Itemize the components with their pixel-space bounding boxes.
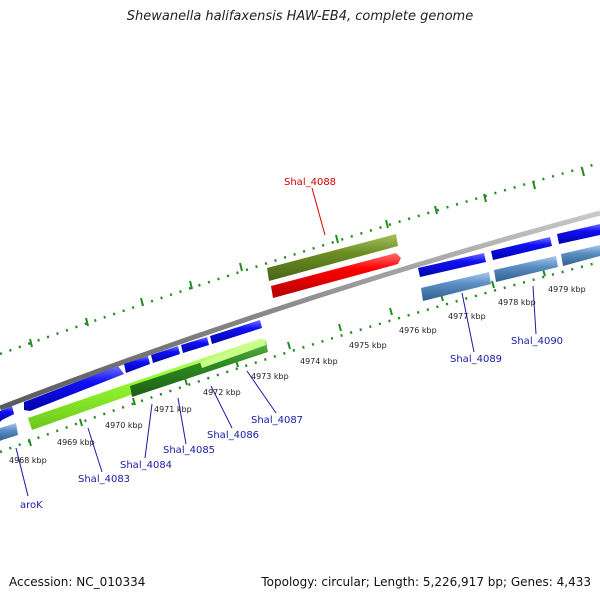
kbp-label: 4971 kbp: [154, 405, 192, 414]
gene-arrow: [24, 366, 124, 411]
gene-label-shal-4088: Shal_4088: [284, 177, 336, 188]
gene-arrow: [561, 245, 600, 266]
kbp-label: 4974 kbp: [300, 357, 338, 366]
gene-arrow: [151, 346, 180, 363]
label-leaders: [15, 187, 537, 497]
kbp-label: 4975 kbp: [349, 341, 387, 350]
gene-label-shal-4084: Shal_4084: [120, 460, 172, 471]
kbp-label: 4968 kbp: [9, 456, 47, 465]
gene-arrow: [491, 237, 552, 260]
kbp-label: 4970 kbp: [105, 421, 143, 430]
gene-arrow: [421, 272, 491, 301]
gene-label-shal-4085: Shal_4085: [163, 445, 215, 456]
gene-labels: aroK Shal_4083 Shal_4084 Shal_4085 Shal_…: [20, 177, 563, 511]
gene-arrow: [0, 423, 18, 441]
gene-label-shal-4086: Shal_4086: [207, 430, 259, 441]
gene-arrow: [0, 406, 14, 422]
gene-label-shal-4090: Shal_4090: [511, 336, 563, 347]
forward-strand-genes: [0, 224, 600, 422]
gene-label-shal-4083: Shal_4083: [78, 474, 130, 485]
gene-arrow: [418, 253, 486, 277]
gene-arrow: [494, 256, 558, 282]
kbp-label: 4969 kbp: [57, 438, 95, 447]
kbp-label: 4972 kbp: [203, 388, 241, 397]
kbp-labels: 4968 kbp 4969 kbp 4970 kbp 4971 kbp 4972…: [9, 285, 586, 465]
outer-tick-ring: [0, 161, 600, 356]
kbp-label: 4977 kbp: [448, 312, 486, 321]
gene-arrow: [210, 320, 262, 344]
genome-summary-text: Topology: circular; Length: 5,226,917 bp…: [261, 575, 591, 589]
kbp-label: 4979 kbp: [548, 285, 586, 294]
gene-shal-4088: [271, 253, 401, 298]
gene-arrow: [124, 356, 150, 373]
kbp-label: 4978 kbp: [498, 298, 536, 307]
feature-band: [200, 339, 266, 368]
major-ticks: [28, 167, 585, 447]
reverse-strand-genes: [0, 245, 600, 441]
gene-feature-shal-4088: [267, 234, 398, 281]
gene-label-shal-4089: Shal_4089: [450, 354, 502, 365]
kbp-label: 4973 kbp: [251, 372, 289, 381]
accession-text: Accession: NC_010334: [9, 575, 146, 589]
genome-backbone: [0, 210, 600, 411]
kbp-label: 4976 kbp: [399, 326, 437, 335]
gene-label-shal-4087: Shal_4087: [251, 415, 303, 426]
map-title: Shewanella halifaxensis HAW-EB4, complet…: [126, 9, 474, 24]
gene-label-arok: aroK: [20, 500, 43, 511]
gene-arrow: [557, 224, 600, 244]
gene-arrow: [181, 337, 209, 353]
